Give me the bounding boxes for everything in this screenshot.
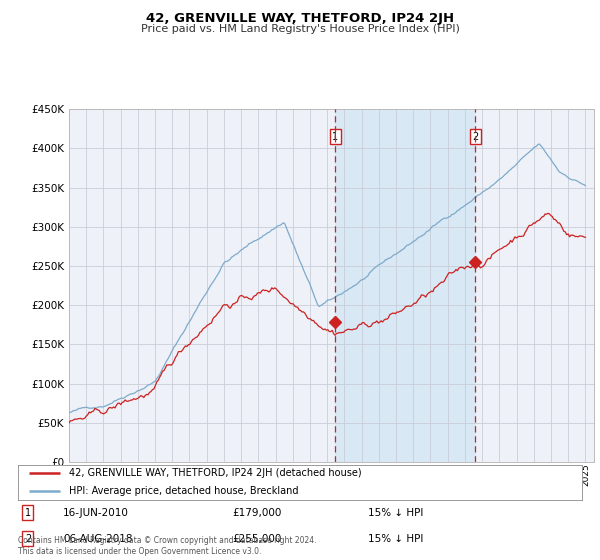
Text: Price paid vs. HM Land Registry's House Price Index (HPI): Price paid vs. HM Land Registry's House … <box>140 24 460 34</box>
Text: 2: 2 <box>25 534 31 544</box>
Text: 1: 1 <box>25 508 31 517</box>
Text: 1: 1 <box>332 132 338 142</box>
Bar <box>335 109 475 462</box>
Text: 15% ↓ HPI: 15% ↓ HPI <box>368 534 423 544</box>
Text: £179,000: £179,000 <box>232 508 281 517</box>
Text: 42, GRENVILLE WAY, THETFORD, IP24 2JH (detached house): 42, GRENVILLE WAY, THETFORD, IP24 2JH (d… <box>69 469 361 478</box>
Text: Contains HM Land Registry data © Crown copyright and database right 2024.
This d: Contains HM Land Registry data © Crown c… <box>18 536 317 556</box>
Text: 16-JUN-2010: 16-JUN-2010 <box>63 508 129 517</box>
Text: 06-AUG-2018: 06-AUG-2018 <box>63 534 133 544</box>
Text: 2: 2 <box>472 132 478 142</box>
Text: HPI: Average price, detached house, Breckland: HPI: Average price, detached house, Brec… <box>69 486 298 496</box>
Text: 42, GRENVILLE WAY, THETFORD, IP24 2JH: 42, GRENVILLE WAY, THETFORD, IP24 2JH <box>146 12 454 25</box>
Text: 15% ↓ HPI: 15% ↓ HPI <box>368 508 423 517</box>
Text: £255,000: £255,000 <box>232 534 281 544</box>
